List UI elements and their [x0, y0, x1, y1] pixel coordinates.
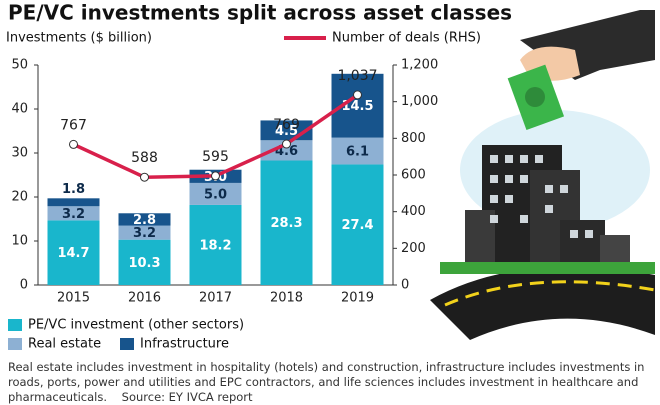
chart: PE/VC investments split across asset cla… — [6, 1, 656, 352]
data-label: 2.8 — [133, 213, 156, 228]
bar-segment — [331, 137, 384, 165]
data-label: 14.7 — [57, 246, 89, 261]
data-label: 14.5 — [341, 99, 373, 114]
line-point — [282, 139, 291, 149]
bar-segment — [47, 220, 100, 285]
legend-swatch — [8, 319, 22, 331]
legend-label: Real estate — [28, 337, 101, 352]
x-tick-label: 2016 — [128, 291, 161, 306]
bar-segment — [47, 198, 100, 207]
data-label: 10.3 — [128, 256, 160, 271]
line-point — [211, 171, 220, 181]
y2-tick-label: 400 — [401, 204, 426, 219]
x-tick-label: 2019 — [341, 291, 374, 306]
y-axis-label: Investments ($ billion) — [6, 31, 152, 46]
line-label: 769 — [273, 117, 300, 133]
line-label: 767 — [60, 117, 87, 133]
data-label: 4.5 — [275, 124, 298, 139]
x-tick-label: 2015 — [57, 291, 90, 306]
line-label: 595 — [202, 149, 229, 165]
y-tick-label: 30 — [11, 146, 28, 161]
y2-tick-label: 1,000 — [401, 94, 438, 109]
line-label: 588 — [131, 150, 158, 166]
y-tick-label: 40 — [11, 102, 28, 117]
line-point — [140, 172, 149, 182]
x-tick-label: 2018 — [270, 291, 303, 306]
bar-segment — [260, 160, 313, 285]
bar-segment — [118, 239, 171, 285]
data-label: 6.1 — [346, 145, 369, 160]
y-tick-label: 20 — [11, 190, 28, 205]
legend-swatch — [120, 338, 134, 350]
data-label: 28.3 — [270, 216, 302, 231]
bar-segment — [189, 182, 242, 205]
data-label: 1.8 — [62, 182, 85, 197]
data-label: 27.4 — [341, 218, 373, 233]
data-label: 3.2 — [62, 207, 85, 222]
chart-title: PE/VC investments split across asset cla… — [8, 1, 512, 25]
legend-swatch — [8, 338, 22, 350]
line-label: 1,037 — [337, 68, 377, 84]
x-tick-label: 2017 — [199, 291, 232, 306]
footnote: Real estate includes investment in hospi… — [8, 360, 645, 404]
y-tick-label: 10 — [11, 234, 28, 249]
legend-label: PE/VC investment (other sectors) — [28, 318, 244, 333]
footnote-block: Real estate includes investment in hospi… — [8, 360, 648, 405]
bar-segment — [331, 164, 384, 285]
y2-tick-label: 200 — [401, 241, 426, 256]
y-tick-label: 0 — [20, 278, 28, 293]
y2-tick-label: 600 — [401, 168, 426, 183]
y2-tick-label: 0 — [401, 278, 409, 293]
y-tick-label: 50 — [11, 58, 28, 73]
y2-tick-label: 1,200 — [401, 58, 438, 73]
line-point — [69, 139, 78, 149]
data-label: 18.2 — [199, 238, 231, 253]
data-label: 3.2 — [133, 226, 156, 241]
source: Source: EY IVCA report — [121, 390, 253, 404]
y2-tick-label: 800 — [401, 131, 426, 146]
bar-segment — [47, 206, 100, 221]
legend-label: Number of deals (RHS) — [332, 31, 481, 46]
bar-segment — [118, 225, 171, 240]
data-label: 5.0 — [204, 187, 227, 202]
illustration — [430, 10, 656, 340]
bar-segment — [189, 204, 242, 285]
bar-segment — [260, 140, 313, 161]
bar-segment — [118, 213, 171, 226]
legend-label: Infrastructure — [140, 337, 229, 352]
line-point — [353, 90, 362, 100]
